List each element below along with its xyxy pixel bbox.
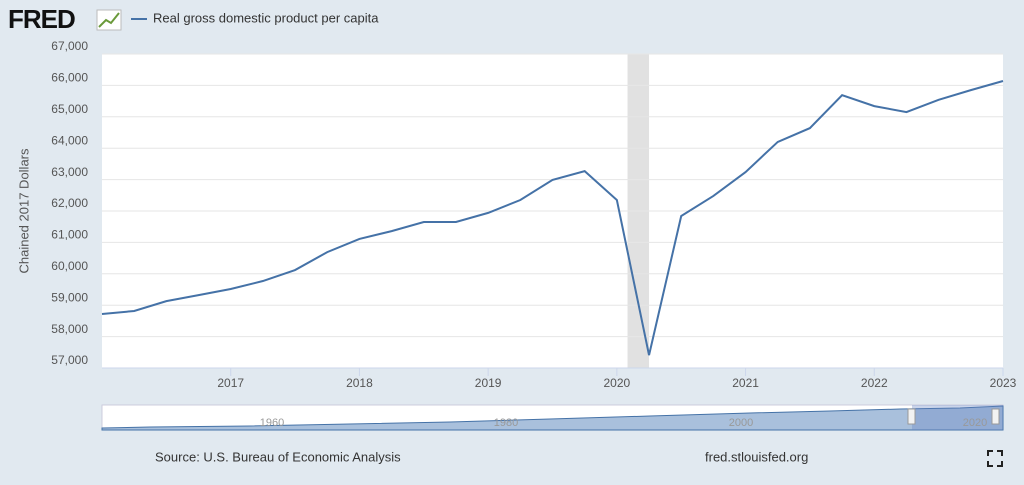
x-tick-label: 2020 (604, 376, 631, 390)
source: Source: U.S. Bureau of Economic Analysis (155, 449, 401, 464)
y-tick-label: 62,000 (51, 196, 88, 210)
logo-icon (96, 9, 122, 31)
x-tick-label: 2017 (217, 376, 244, 390)
navigator-label: 1960 (260, 417, 284, 429)
navigator (101, 404, 1004, 431)
y-tick-label: 58,000 (51, 322, 88, 336)
legend-label: Real gross domestic product per capita (153, 10, 379, 25)
x-tick-label: 2022 (861, 376, 888, 390)
x-tick-label: 2023 (990, 376, 1017, 390)
x-tick-label: 2018 (346, 376, 373, 390)
x-tick-label: 2019 (475, 376, 502, 390)
y-axis-label: Chained 2017 Dollars (16, 148, 31, 274)
y-tick-label: 63,000 (51, 165, 88, 179)
navigator-label: 2000 (729, 417, 753, 429)
navigator-label: 1980 (494, 417, 518, 429)
logo: FRED (8, 4, 75, 34)
y-tick-label: 66,000 (51, 71, 88, 85)
y-tick-label: 57,000 (51, 353, 88, 367)
navigator-label: 2020 (963, 417, 987, 429)
y-tick-label: 64,000 (51, 133, 88, 147)
y-tick-label: 59,000 (51, 290, 88, 304)
y-tick-label: 61,000 (51, 228, 88, 242)
y-tick-label: 67,000 (51, 39, 88, 53)
y-tick-label: 65,000 (51, 102, 88, 116)
site: fred.stlouisfed.org (705, 449, 808, 464)
series-line (101, 80, 1004, 356)
y-tick-label: 60,000 (51, 259, 88, 273)
fullscreen-button[interactable] (987, 450, 1003, 467)
x-tick-label: 2021 (732, 376, 759, 390)
